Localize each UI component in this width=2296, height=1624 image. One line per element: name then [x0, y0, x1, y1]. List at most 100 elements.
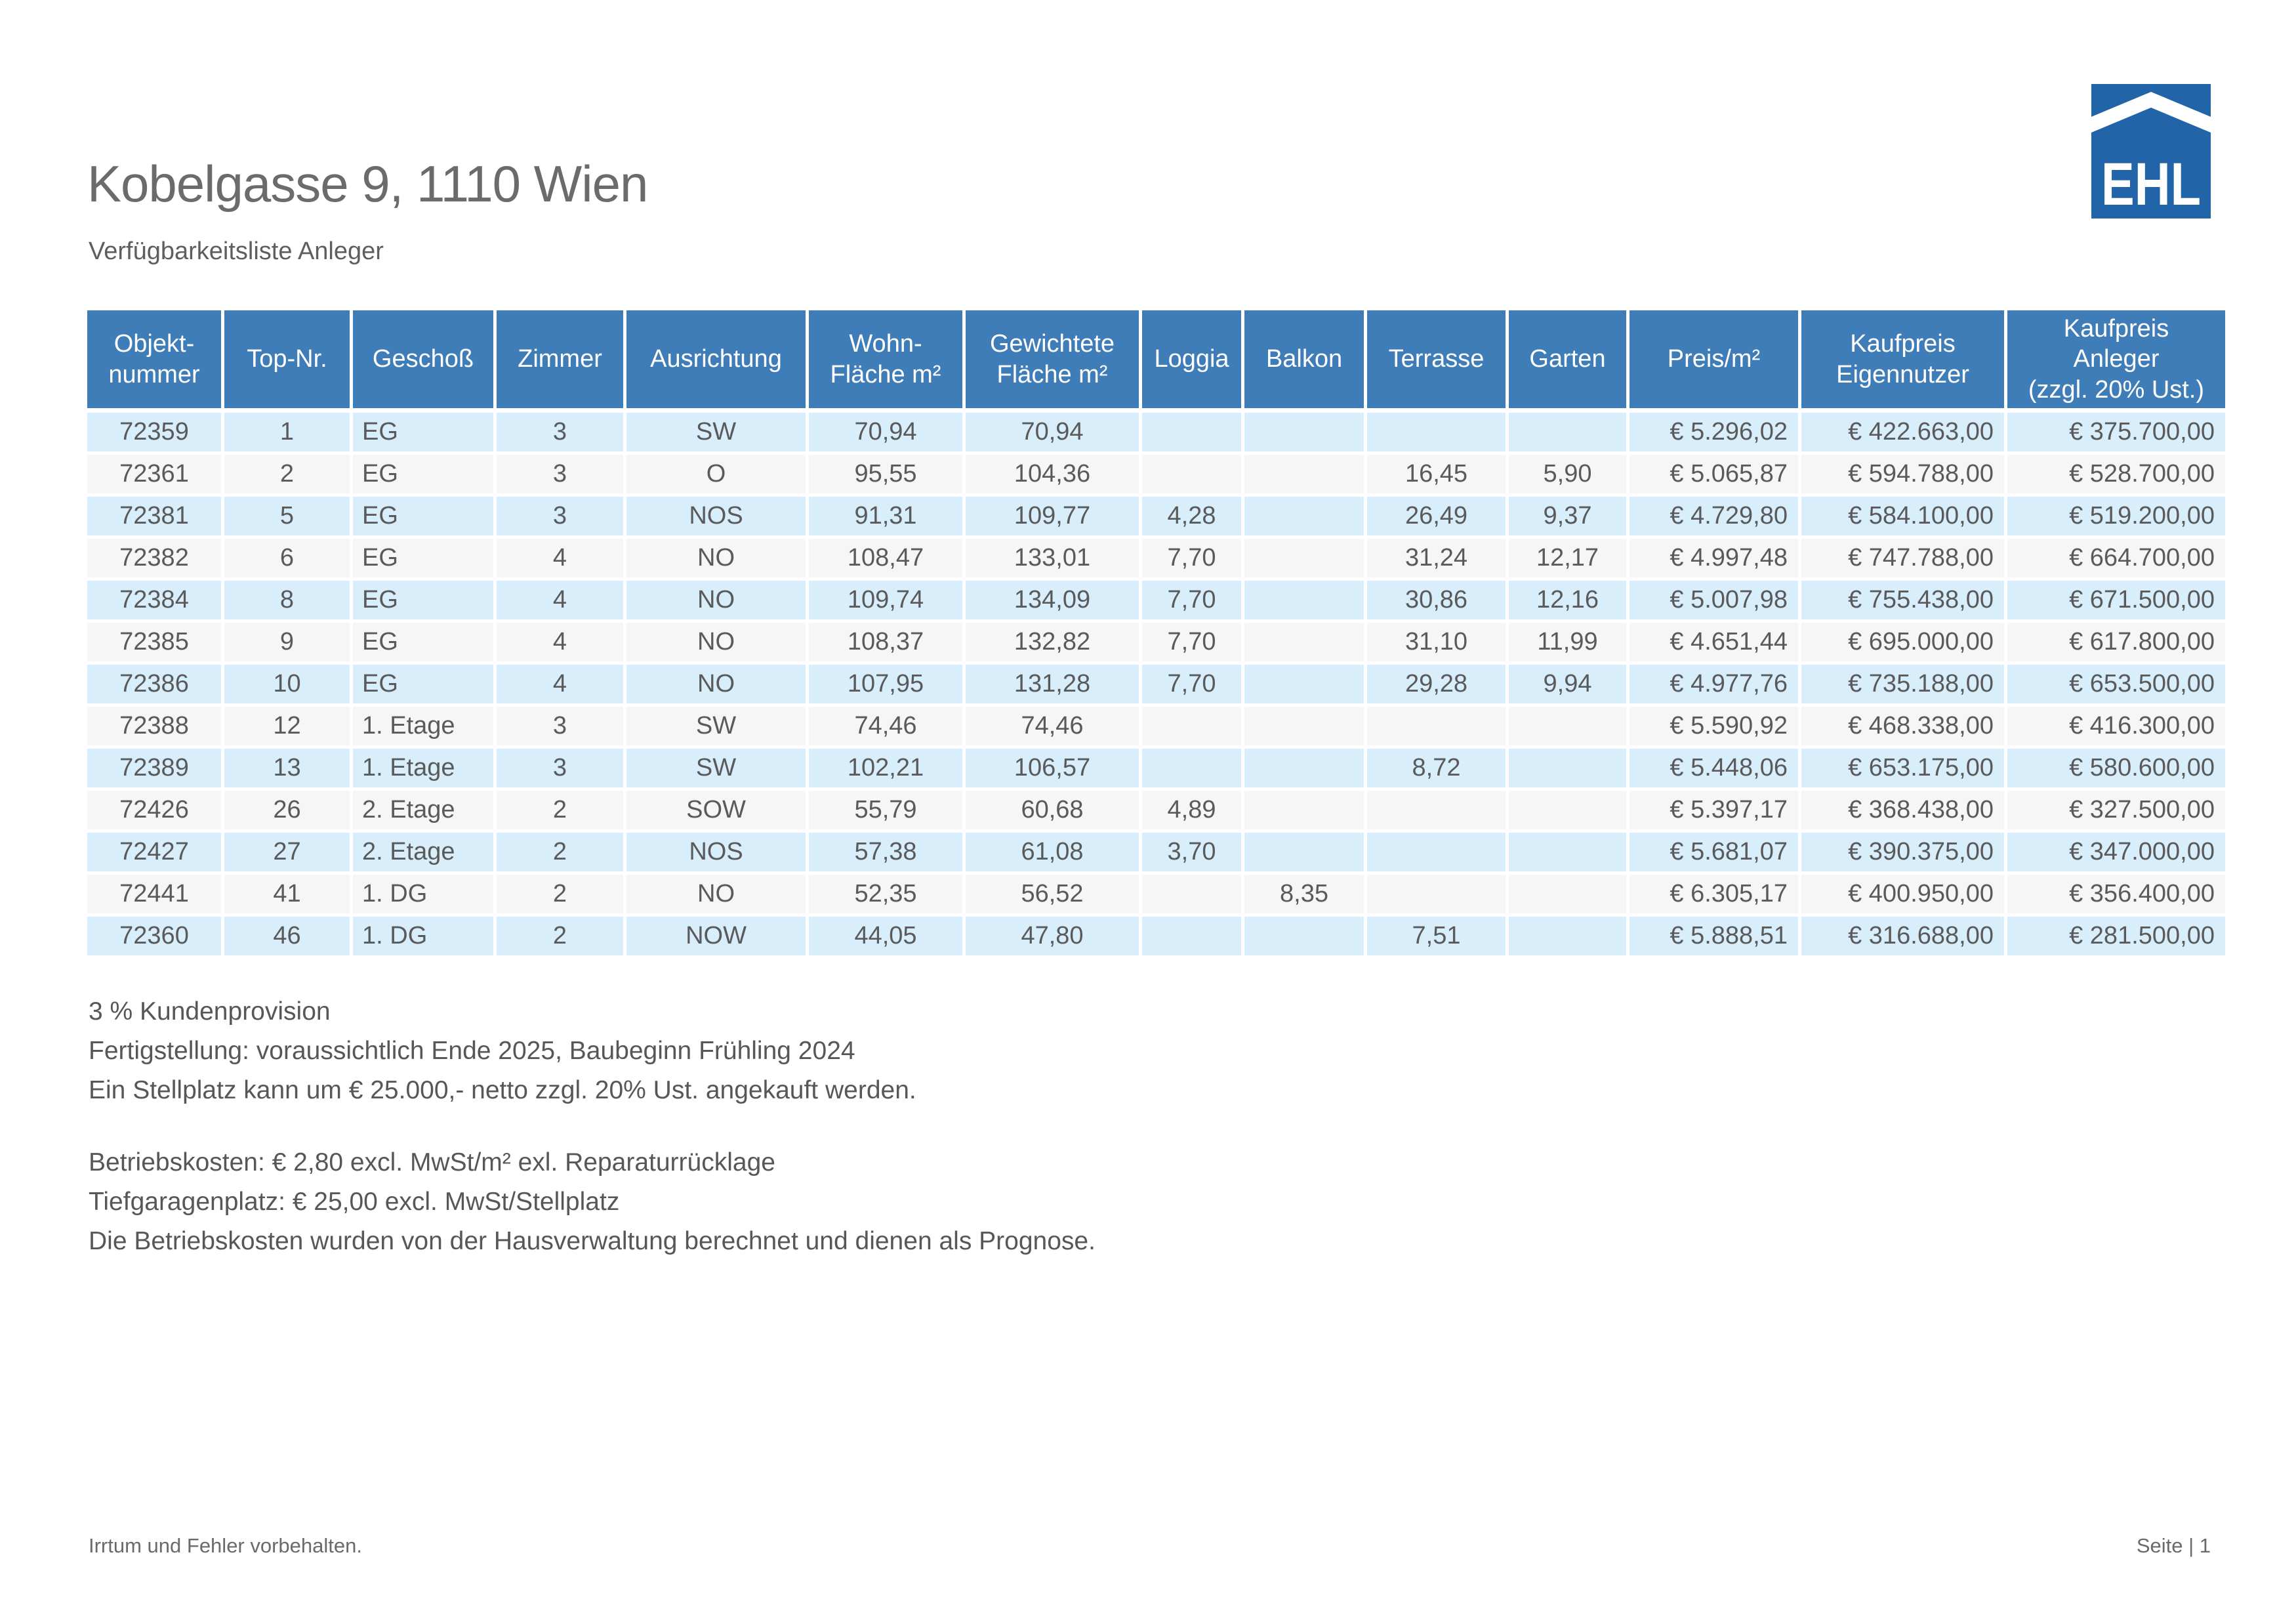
table-cell: 56,52 — [966, 875, 1142, 917]
table-cell: € 4.997,48 — [1630, 539, 1801, 581]
table-cell: 46 — [224, 917, 353, 959]
table-cell: € 356.400,00 — [2007, 875, 2225, 917]
table-row-6: 72386 10 EG 4 NO 107,95 131,28 7,70 29,28 9,94 € 4… — [87, 665, 2225, 707]
page-subtitle: Verfügbarkeitsliste Anleger — [89, 238, 384, 265]
table-cell: € 528.700,00 — [2007, 455, 2225, 497]
table-row-0: 72359 1 EG 3 SW 70,94 70,94 € 5.296,02 € 422.663… — [87, 413, 2225, 455]
table-cell — [1244, 707, 1367, 749]
column-header-0: Objekt- nummer — [87, 310, 224, 413]
table-cell — [1367, 833, 1509, 875]
table-cell: € 316.688,00 — [1801, 917, 2007, 959]
table-cell: 109,77 — [966, 497, 1142, 539]
table-cell: € 519.200,00 — [2007, 497, 2225, 539]
table-header: Objekt- nummer Top-Nr. Geschoß Zimmer Ausric… — [87, 310, 2225, 413]
table-cell: € 735.188,00 — [1801, 665, 2007, 707]
table-cell: SW — [626, 413, 809, 455]
table-cell — [1367, 707, 1509, 749]
table-cell: € 617.800,00 — [2007, 623, 2225, 665]
table-cell: € 755.438,00 — [1801, 581, 2007, 623]
table-cell: 12,17 — [1509, 539, 1630, 581]
column-header-8: Balkon — [1244, 310, 1367, 413]
table-cell: 5,90 — [1509, 455, 1630, 497]
table-cell: € 4.729,80 — [1630, 497, 1801, 539]
table-cell: 2 — [224, 455, 353, 497]
table-cell: 3 — [497, 497, 626, 539]
column-header-11: Preis/m² — [1630, 310, 1801, 413]
table-cell: € 580.600,00 — [2007, 749, 2225, 791]
table-cell: NOS — [626, 497, 809, 539]
table-cell: 4 — [497, 623, 626, 665]
ehl-logo-icon: EHL — [2091, 84, 2211, 219]
table-cell: 55,79 — [809, 791, 966, 833]
table-cell — [1142, 455, 1244, 497]
table-cell: EG — [353, 623, 497, 665]
table-cell: 9,94 — [1509, 665, 1630, 707]
table-cell: 72361 — [87, 455, 224, 497]
table-cell — [1509, 791, 1630, 833]
table-cell: € 375.700,00 — [2007, 413, 2225, 455]
table-cell — [1142, 749, 1244, 791]
notes-block-provision: 3 % Kundenprovision Fertigstellung: vora… — [89, 992, 916, 1110]
table-cell: 7,70 — [1142, 539, 1244, 581]
table-cell — [1509, 833, 1630, 875]
table-cell: 72388 — [87, 707, 224, 749]
column-header-7: Loggia — [1142, 310, 1244, 413]
table-cell — [1367, 413, 1509, 455]
table-cell: € 5.681,07 — [1630, 833, 1801, 875]
column-header-6: Gewichtete Fläche m² — [966, 310, 1142, 413]
table-cell: NO — [626, 623, 809, 665]
table-cell — [1244, 413, 1367, 455]
page-number: Seite | 1 — [2136, 1534, 2211, 1557]
table-cell — [1142, 413, 1244, 455]
table-row-10: 72427 27 2. Etage 2 NOS 57,38 61,08 3,70 € 5.681… — [87, 833, 2225, 875]
table-cell: 7,70 — [1142, 665, 1244, 707]
table-cell: 108,47 — [809, 539, 966, 581]
column-header-10: Garten — [1509, 310, 1630, 413]
table-cell — [1244, 581, 1367, 623]
table-cell — [1244, 833, 1367, 875]
note-line: Die Betriebskosten wurden von der Hausve… — [89, 1227, 1096, 1255]
table-cell: 2 — [497, 875, 626, 917]
table-cell: 3 — [497, 413, 626, 455]
note-line: Betriebskosten: € 2,80 excl. MwSt/m² exl… — [89, 1148, 775, 1176]
table-cell: O — [626, 455, 809, 497]
table-cell: 74,46 — [966, 707, 1142, 749]
table-cell: 1 — [224, 413, 353, 455]
table-row-11: 72441 41 1. DG 2 NO 52,35 56,52 8,35 € 6.305,17 €… — [87, 875, 2225, 917]
table-cell: € 671.500,00 — [2007, 581, 2225, 623]
table-cell: 2 — [497, 917, 626, 959]
table-cell — [1244, 917, 1367, 959]
table-cell — [1509, 413, 1630, 455]
table-row-4: 72384 8 EG 4 NO 109,74 134,09 7,70 30,86 12,16 € 5… — [87, 581, 2225, 623]
table-cell: 47,80 — [966, 917, 1142, 959]
table-cell: 3 — [497, 455, 626, 497]
table-cell: EG — [353, 413, 497, 455]
table-cell: € 653.175,00 — [1801, 749, 2007, 791]
table-cell: 2. Etage — [353, 833, 497, 875]
table-cell: 72360 — [87, 917, 224, 959]
table-cell: 72386 — [87, 665, 224, 707]
table-cell: 4 — [497, 539, 626, 581]
table-cell: 72426 — [87, 791, 224, 833]
table-cell: € 5.296,02 — [1630, 413, 1801, 455]
note-line: Fertigstellung: voraussichtlich Ende 202… — [89, 1037, 855, 1065]
table-cell: 8,72 — [1367, 749, 1509, 791]
table-cell: € 584.100,00 — [1801, 497, 2007, 539]
table-body: 72359 1 EG 3 SW 70,94 70,94 € 5.296,02 € 422.663… — [87, 413, 2225, 959]
table-cell: 133,01 — [966, 539, 1142, 581]
table-cell: € 5.590,92 — [1630, 707, 1801, 749]
table-cell: 91,31 — [809, 497, 966, 539]
table-cell: NOW — [626, 917, 809, 959]
availability-table: Objekt- nummer Top-Nr. Geschoß Zimmer Ausric… — [87, 310, 2225, 959]
table-cell: € 368.438,00 — [1801, 791, 2007, 833]
table-cell: 3 — [497, 749, 626, 791]
table-cell — [1244, 539, 1367, 581]
table-cell — [1244, 455, 1367, 497]
table-cell: 134,09 — [966, 581, 1142, 623]
table-cell: 74,46 — [809, 707, 966, 749]
logo-roof-top — [2091, 84, 2211, 117]
table-cell: NO — [626, 665, 809, 707]
table-cell: 109,74 — [809, 581, 966, 623]
table-row-5: 72385 9 EG 4 NO 108,37 132,82 7,70 31,10 11,99 € 4… — [87, 623, 2225, 665]
